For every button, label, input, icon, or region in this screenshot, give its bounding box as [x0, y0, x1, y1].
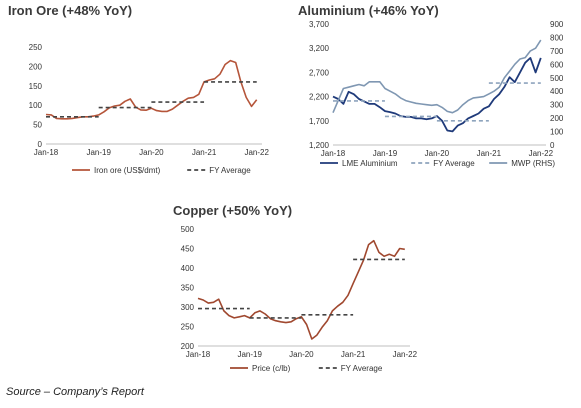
aluminium-panel: Aluminium (+46% YoY) 1,200 1,700 2,200 2,70… [290, 0, 581, 185]
alu-y-tick-label: 3,700 [309, 20, 330, 29]
iron-x-tick-label: Jan-20 [139, 148, 164, 157]
copper-chart: 200 250 300 350 400 450 500 Jan-18 Jan-19 Jan-20 J… [181, 225, 418, 373]
copper-y-tick-label: 250 [181, 323, 195, 332]
alu-y2-tick-label: 900 [550, 20, 564, 29]
alu-y2-tick-label: 0 [550, 141, 555, 150]
iron-ore-title: Iron Ore (+48% YoY) [8, 3, 133, 18]
copper-x-tick-label: Jan-20 [289, 350, 314, 359]
copper-y-tick-label: 400 [181, 264, 195, 273]
alu-x-tick-label: Jan-20 [425, 149, 450, 158]
copper-legend-label: Price (c/lb) [252, 364, 291, 373]
alu-x-tick-label: Jan-19 [373, 149, 398, 158]
alu-legend-label: MWP (RHS) [511, 159, 555, 168]
copper-y-tick-label: 500 [181, 225, 195, 234]
alu-y-tick-label: 1,700 [309, 117, 330, 126]
iron-ore-panel: Iron Ore (+48% YoY) 0 50 100 150 200 250 Jan-1… [0, 0, 290, 185]
alu-y2-tick-label: 700 [550, 47, 564, 56]
iron-y-tick-label: 200 [29, 62, 43, 71]
copper-x-tick-label: Jan-21 [341, 350, 366, 359]
alu-y-tick-label: 3,200 [309, 44, 330, 53]
copper-panel: Copper (+50% YoY) 200 250 300 350 400 450 500 J… [150, 200, 440, 380]
alu-series-line [332, 57, 542, 133]
iron-y-tick-label: 100 [29, 101, 43, 110]
aluminium-title: Aluminium (+46% YoY) [298, 3, 439, 18]
alu-x-tick-label: Jan-22 [529, 149, 554, 158]
source-note: Source – Company’s Report [6, 386, 144, 398]
iron-x-tick-label: Jan-21 [192, 148, 217, 157]
alu-x-tick-label: Jan-18 [321, 149, 346, 158]
copper-x-tick-label: Jan-22 [393, 350, 418, 359]
alu-y-tick-label: 2,700 [309, 68, 330, 77]
alu-y2-tick-label: 800 [550, 33, 564, 42]
alu-y2-tick-label: 400 [550, 87, 564, 96]
copper-y-tick-label: 450 [181, 245, 195, 254]
iron-legend-label: Iron ore (US$/dmt) [94, 166, 161, 175]
copper-y-tick-label: 350 [181, 284, 195, 293]
iron-ore-chart: 0 50 100 150 200 250 Jan-18 Jan-19 Jan-20 Jan-21 J… [29, 43, 270, 175]
alu-y2-tick-label: 600 [550, 60, 564, 69]
alu-y2-tick-label: 100 [550, 128, 564, 137]
iron-legend-label: FY Average [209, 166, 251, 175]
copper-y-tick-label: 200 [181, 342, 195, 351]
iron-x-tick-label: Jan-19 [86, 148, 111, 157]
alu-series-line [332, 39, 542, 114]
copper-x-tick-label: Jan-19 [237, 350, 262, 359]
iron-y-tick-label: 250 [29, 43, 43, 52]
alu-y2-tick-label: 300 [550, 101, 564, 110]
alu-legend-label: LME Aluminium [342, 159, 398, 168]
iron-y-tick-label: 150 [29, 82, 43, 91]
alu-y-tick-label: 1,200 [309, 141, 330, 150]
iron-y-tick-label: 50 [33, 121, 42, 130]
iron-series-line [45, 59, 258, 120]
alu-y-tick-label: 2,200 [309, 93, 330, 102]
iron-y-tick-label: 0 [38, 140, 43, 149]
copper-y-tick-label: 300 [181, 303, 195, 312]
iron-x-tick-label: Jan-22 [244, 148, 269, 157]
copper-series-line [197, 239, 405, 340]
aluminium-chart: 1,200 1,700 2,200 2,700 3,200 3,700 0 100 200 300… [309, 20, 564, 168]
copper-legend-label: FY Average [341, 364, 383, 373]
iron-x-tick-label: Jan-18 [34, 148, 59, 157]
alu-legend-label: FY Average [433, 159, 475, 168]
alu-y2-tick-label: 200 [550, 114, 564, 123]
alu-x-tick-label: Jan-21 [477, 149, 502, 158]
alu-y2-tick-label: 500 [550, 74, 564, 83]
copper-title: Copper (+50% YoY) [173, 203, 293, 218]
copper-x-tick-label: Jan-18 [186, 350, 211, 359]
